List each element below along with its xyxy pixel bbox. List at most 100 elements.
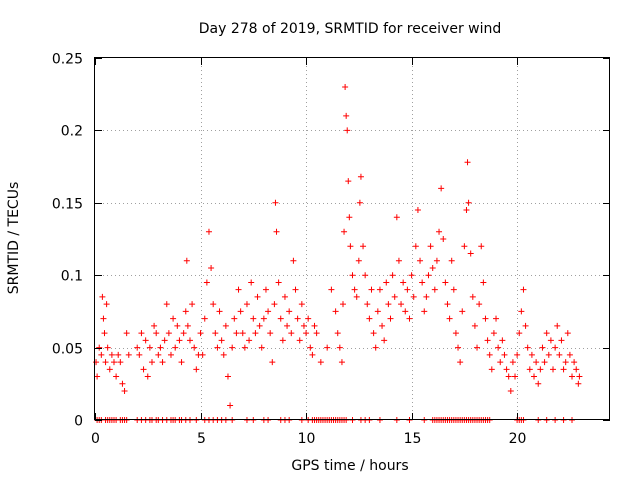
data-point xyxy=(201,315,208,322)
data-point xyxy=(288,330,295,337)
data-point xyxy=(545,351,552,358)
data-point xyxy=(106,366,113,373)
data-point xyxy=(252,330,259,337)
data-point xyxy=(258,344,265,351)
x-axis-label: GPS time / hours xyxy=(291,458,408,474)
data-point xyxy=(566,351,573,358)
data-point xyxy=(503,366,510,373)
data-point xyxy=(459,308,466,315)
data-point xyxy=(499,337,506,344)
data-point xyxy=(507,388,514,395)
data-point xyxy=(524,344,531,351)
data-point xyxy=(235,286,242,293)
data-point xyxy=(277,315,284,322)
data-point xyxy=(560,366,567,373)
y-tick-labels: 0 0.05 0.1 0.15 0.2 0.25 xyxy=(52,52,83,430)
data-point xyxy=(368,286,375,293)
data-point xyxy=(488,366,495,373)
data-point xyxy=(343,112,350,119)
data-point xyxy=(303,330,310,337)
data-point xyxy=(103,301,110,308)
data-point xyxy=(423,293,430,300)
data-point xyxy=(159,359,166,366)
data-point xyxy=(102,359,109,366)
data-point xyxy=(344,127,351,134)
data-point xyxy=(233,330,240,337)
data-point xyxy=(254,293,261,300)
data-point xyxy=(402,308,409,315)
data-point xyxy=(180,330,187,337)
data-point xyxy=(482,315,489,322)
data-point xyxy=(433,257,440,264)
data-point xyxy=(191,344,198,351)
data-point xyxy=(167,351,174,358)
data-point xyxy=(224,373,231,380)
data-point xyxy=(431,286,438,293)
data-point xyxy=(174,322,181,329)
data-point xyxy=(569,373,576,380)
data-point xyxy=(541,359,548,366)
data-point xyxy=(421,308,428,315)
y-tick-label: 0.15 xyxy=(52,197,83,213)
data-point xyxy=(440,236,447,242)
data-point xyxy=(518,308,525,315)
data-point xyxy=(564,330,571,337)
data-point xyxy=(379,322,386,329)
data-point xyxy=(163,301,170,308)
data-point xyxy=(480,279,487,286)
data-point xyxy=(471,322,478,329)
data-point xyxy=(273,228,280,235)
data-point xyxy=(271,301,278,308)
data-point xyxy=(332,308,339,315)
data-point xyxy=(309,351,316,358)
data-point xyxy=(284,322,291,329)
data-point xyxy=(362,272,369,279)
data-point xyxy=(243,301,250,308)
data-point xyxy=(272,199,279,206)
data-point xyxy=(342,83,349,90)
x-tick-label: 20 xyxy=(509,431,527,447)
data-point xyxy=(448,257,455,264)
data-point xyxy=(182,308,189,315)
data-point xyxy=(387,315,394,322)
data-point xyxy=(355,257,362,264)
data-point xyxy=(410,293,417,300)
data-point xyxy=(478,243,485,250)
x-tick-label: 10 xyxy=(298,431,316,447)
data-point xyxy=(140,366,147,373)
data-point xyxy=(176,337,183,344)
data-point xyxy=(99,293,106,300)
data-point xyxy=(385,301,392,308)
data-point xyxy=(294,315,301,322)
data-point xyxy=(210,301,217,308)
data-point xyxy=(212,330,219,337)
y-axis-label: SRMTID / TECUs xyxy=(6,182,22,295)
data-point xyxy=(539,344,546,351)
ticks xyxy=(95,58,610,421)
data-point xyxy=(172,344,179,351)
data-point xyxy=(98,351,105,358)
data-point xyxy=(495,344,502,351)
data-point xyxy=(186,337,193,344)
data-point xyxy=(340,301,347,308)
data-point xyxy=(241,344,248,351)
data-point xyxy=(148,359,155,366)
data-point xyxy=(516,330,523,337)
data-point xyxy=(376,286,383,293)
data-point xyxy=(497,359,504,366)
data-point xyxy=(144,373,151,380)
data-point xyxy=(465,199,472,206)
data-point xyxy=(296,337,303,344)
data-point xyxy=(490,330,497,337)
data-point xyxy=(117,359,124,366)
data-point xyxy=(286,308,293,315)
data-point xyxy=(305,315,312,322)
data-point xyxy=(123,330,130,337)
data-point xyxy=(197,330,204,337)
data-point xyxy=(218,337,225,344)
data-point xyxy=(455,344,462,351)
data-point xyxy=(155,351,162,358)
data-point xyxy=(290,257,297,264)
data-point xyxy=(134,344,141,351)
data-point xyxy=(100,315,107,322)
